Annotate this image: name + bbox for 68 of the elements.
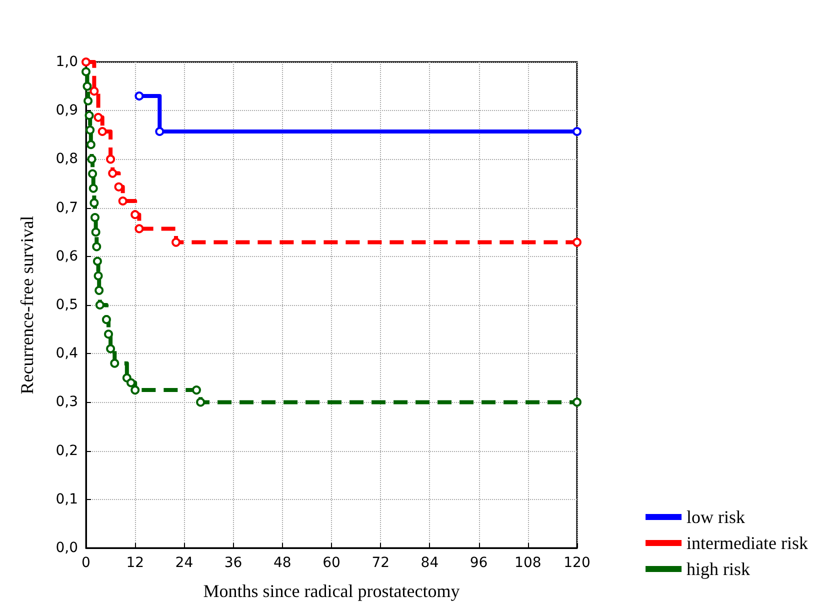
x-tick-label: 36 bbox=[224, 555, 242, 571]
x-tick-label: 12 bbox=[126, 555, 144, 571]
x-tick-label: 24 bbox=[175, 555, 194, 571]
point bbox=[134, 224, 144, 234]
legend-label: high risk bbox=[686, 559, 750, 579]
point bbox=[92, 256, 102, 266]
y-tick-label: 1,0 bbox=[56, 54, 78, 70]
point bbox=[86, 140, 96, 150]
point bbox=[90, 198, 99, 208]
point bbox=[134, 92, 144, 101]
y-tick-label: 0,1 bbox=[56, 491, 78, 508]
point bbox=[84, 110, 94, 120]
point bbox=[87, 154, 96, 164]
point bbox=[90, 213, 100, 222]
point bbox=[118, 196, 128, 206]
point bbox=[572, 398, 582, 407]
point bbox=[155, 127, 164, 136]
point bbox=[84, 96, 93, 106]
y-tick-label: 0,4 bbox=[56, 346, 78, 362]
point bbox=[126, 378, 136, 388]
point bbox=[82, 67, 90, 76]
point bbox=[98, 127, 107, 136]
point bbox=[192, 386, 201, 395]
point bbox=[88, 169, 98, 178]
point bbox=[114, 182, 124, 192]
x-tick-label: 108 bbox=[514, 555, 542, 571]
point bbox=[572, 127, 582, 136]
point bbox=[196, 398, 206, 407]
point bbox=[130, 386, 140, 395]
y-axis-title: Recurrence-free survival bbox=[17, 216, 37, 394]
point bbox=[94, 112, 103, 122]
point bbox=[106, 154, 116, 164]
x-tick-label: 72 bbox=[372, 555, 390, 571]
x-tick-label: 60 bbox=[322, 555, 340, 571]
point bbox=[106, 344, 116, 354]
point bbox=[102, 315, 111, 324]
point bbox=[108, 168, 118, 178]
point bbox=[172, 238, 181, 247]
x-tick-label: 48 bbox=[273, 555, 292, 571]
y-tick-label: 0,9 bbox=[56, 102, 78, 119]
point bbox=[86, 126, 95, 135]
point bbox=[82, 58, 90, 66]
point bbox=[94, 286, 104, 295]
y-tick-label: 0,0 bbox=[56, 540, 78, 556]
x-tick-label: 0 bbox=[82, 555, 90, 571]
point bbox=[88, 184, 98, 193]
y-tick-label: 0,7 bbox=[56, 200, 78, 216]
point bbox=[130, 210, 140, 220]
point bbox=[92, 242, 102, 252]
point bbox=[94, 271, 103, 280]
y-tick-label: 0,6 bbox=[56, 248, 78, 264]
point bbox=[90, 86, 99, 96]
point bbox=[82, 82, 92, 91]
x-axis-title: Months since radical prostatectomy bbox=[203, 581, 460, 601]
y-tick-label: 0,3 bbox=[56, 394, 78, 410]
x-tick-label: 96 bbox=[470, 555, 488, 571]
y-tick-label: 0,2 bbox=[56, 442, 78, 459]
y-tick-label: 0,5 bbox=[56, 297, 78, 313]
x-tick-label: 84 bbox=[420, 555, 439, 571]
legend-label: intermediate risk bbox=[686, 533, 808, 553]
point bbox=[572, 238, 582, 247]
y-tick-label: 0,8 bbox=[56, 151, 78, 168]
legend-label: low risk bbox=[686, 507, 746, 527]
point bbox=[91, 228, 100, 237]
point bbox=[95, 300, 104, 310]
point bbox=[104, 330, 114, 339]
x-tick-label: 120 bbox=[564, 555, 590, 571]
point bbox=[110, 358, 120, 368]
